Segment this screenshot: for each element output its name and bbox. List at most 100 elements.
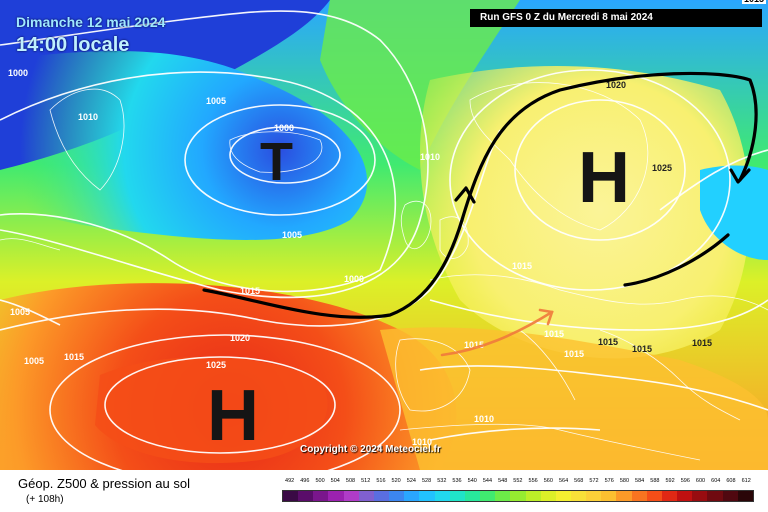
isobar-label: 1000 bbox=[8, 68, 28, 78]
scale-value-564: 564 bbox=[558, 478, 569, 484]
scale-swatch bbox=[525, 491, 541, 501]
scale-swatch bbox=[737, 491, 753, 501]
isobar-label: 1015 bbox=[464, 340, 484, 350]
scale-value-540: 540 bbox=[467, 478, 477, 484]
scale-value-labels: 492 496 500 504 508 512 516 520 524 528 532 536 540 5… bbox=[282, 478, 754, 484]
scale-value-548: 548 bbox=[498, 478, 508, 484]
isobar-label: 1025 bbox=[652, 163, 672, 173]
scale-value-520: 520 bbox=[391, 478, 401, 484]
scale-swatch bbox=[495, 491, 511, 501]
isobars bbox=[0, 10, 768, 470]
scale-value-504: 504 bbox=[330, 478, 340, 484]
scale-swatch bbox=[540, 491, 556, 501]
isobar-label: 1025 bbox=[206, 360, 226, 370]
scale-value-568: 568 bbox=[574, 478, 584, 484]
scale-swatch bbox=[631, 491, 647, 501]
scale-color-swatches bbox=[282, 490, 754, 502]
scale-swatch bbox=[358, 491, 374, 501]
isobar-label: 1015 bbox=[64, 352, 84, 362]
warm-advection-arrow bbox=[440, 308, 554, 357]
isobar-label: 1010 bbox=[420, 152, 440, 162]
scale-value-528: 528 bbox=[421, 478, 432, 484]
isobar-label: 1015 bbox=[692, 338, 712, 348]
isobar-label: 1015 bbox=[240, 286, 260, 296]
scale-swatch bbox=[646, 491, 662, 501]
southwest-red-core bbox=[95, 356, 328, 464]
high-pressure-center-northeast: H bbox=[578, 138, 630, 218]
scale-value-536: 536 bbox=[452, 478, 462, 484]
isobar-label: 1000 bbox=[344, 274, 364, 284]
isobar-label: 1005 bbox=[10, 307, 30, 317]
isobar-label: 1015 bbox=[564, 349, 584, 359]
corner-isobar-label: 1015 bbox=[741, 0, 766, 4]
scale-value-492: 492 bbox=[285, 478, 295, 484]
scale-value-588: 588 bbox=[650, 478, 660, 484]
isobar-label: 1020 bbox=[230, 333, 250, 343]
scale-swatch bbox=[328, 491, 344, 501]
isobar-label: 1005 bbox=[24, 356, 44, 366]
scale-swatch bbox=[373, 491, 390, 501]
scale-value-572: 572 bbox=[589, 478, 599, 484]
scale-value-604: 604 bbox=[711, 478, 721, 484]
isobar-label: 1015 bbox=[544, 329, 564, 339]
low-pressure-center: T bbox=[260, 132, 293, 192]
scale-swatch bbox=[510, 491, 526, 501]
scale-value-544: 544 bbox=[482, 478, 493, 484]
scale-swatch bbox=[464, 491, 481, 501]
geopotential-color-scale: 492 496 500 504 508 512 516 520 524 528 532 536 540 5… bbox=[282, 478, 754, 508]
scale-swatch bbox=[419, 491, 435, 501]
high-pressure-center-southwest: H bbox=[207, 376, 259, 456]
scale-swatch bbox=[298, 491, 314, 501]
scale-value-576: 576 bbox=[604, 478, 614, 484]
scale-value-592: 592 bbox=[665, 478, 675, 484]
isobar-label: 1010 bbox=[474, 414, 494, 424]
scale-value-580: 580 bbox=[619, 478, 630, 484]
weather-map: 1000 1005 1010 1000 1005 1015 1010 1005 … bbox=[0, 0, 768, 470]
scale-value-612: 612 bbox=[741, 478, 751, 484]
isobar-label: 1020 bbox=[606, 80, 626, 90]
scale-value-596: 596 bbox=[680, 478, 690, 484]
scale-value-608: 608 bbox=[726, 478, 736, 484]
valid-time: 14:00 locale bbox=[16, 34, 130, 56]
scale-swatch bbox=[389, 491, 405, 501]
scale-value-496: 496 bbox=[300, 478, 310, 484]
scale-swatch bbox=[616, 491, 632, 501]
forecast-range: (+ 108h) bbox=[26, 494, 64, 505]
coastlines bbox=[0, 82, 768, 461]
scale-swatch bbox=[707, 491, 723, 501]
scale-value-532: 532 bbox=[437, 478, 447, 484]
legend-title: Géop. Z500 & pression au sol bbox=[18, 476, 190, 491]
low-cyan-zone bbox=[0, 51, 368, 241]
high-northeast-zone bbox=[420, 66, 750, 359]
scale-swatch bbox=[343, 491, 359, 501]
model-run-info: Run GFS 0 Z du Mercredi 8 mai 2024 bbox=[470, 9, 762, 27]
valid-date: Dimanche 12 mai 2024 bbox=[16, 14, 166, 30]
scale-swatch bbox=[480, 491, 496, 501]
isobar-label: 1000 bbox=[274, 123, 294, 133]
scale-swatch bbox=[601, 491, 617, 501]
isobar-label: 1015 bbox=[598, 337, 618, 347]
scale-swatch bbox=[570, 491, 587, 501]
scale-value-556: 556 bbox=[528, 478, 538, 484]
scale-swatch bbox=[692, 491, 708, 501]
scale-value-508: 508 bbox=[345, 478, 356, 484]
pressure-centers: T H H bbox=[207, 132, 630, 456]
scale-swatch bbox=[434, 491, 450, 501]
isobar-label: 1010 bbox=[412, 437, 432, 447]
scale-swatch bbox=[404, 491, 420, 501]
scale-swatch bbox=[449, 491, 465, 501]
scale-swatch bbox=[313, 491, 329, 501]
scale-value-500: 500 bbox=[315, 478, 325, 484]
scale-swatch bbox=[586, 491, 602, 501]
isobar-label: 1015 bbox=[632, 344, 652, 354]
scale-swatch bbox=[677, 491, 693, 501]
isobar-label: 1005 bbox=[282, 230, 302, 240]
north-green-zone bbox=[320, 0, 520, 170]
scale-value-516: 516 bbox=[376, 478, 386, 484]
isobar-label: 1005 bbox=[206, 96, 226, 106]
copyright: Copyright © 2024 Meteociel.fr bbox=[300, 444, 441, 455]
scale-swatch bbox=[722, 491, 738, 501]
east-cyan-zone bbox=[700, 165, 768, 260]
scale-value-552: 552 bbox=[513, 478, 523, 484]
